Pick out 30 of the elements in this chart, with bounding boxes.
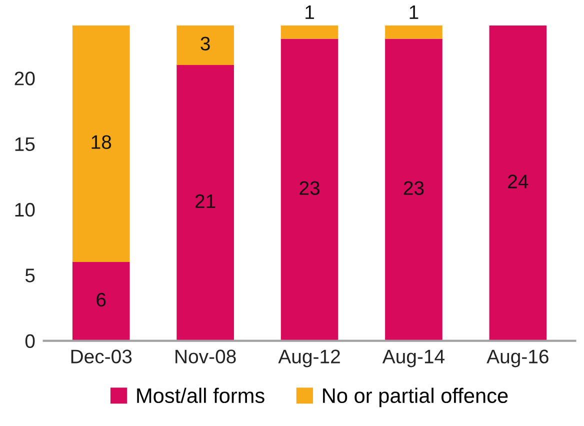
data-label: 23 [404,181,424,195]
data-label: 23 [300,181,320,195]
x-tick-label: Dec-03 [71,350,132,364]
bar [176,64,234,341]
legend-label: Most/all forms [137,388,264,404]
legend-label: No or partial offence [323,388,508,408]
x-tick-label: Aug-12 [278,350,340,368]
data-label: 1 [410,6,418,19]
bar [72,26,130,262]
data-label: 21 [195,194,216,208]
y-tick-label: 20 [14,72,35,86]
data-label: 1 [306,6,314,19]
data-label: 6 [96,292,106,307]
bar [385,38,442,341]
x-tick-label: Aug-14 [382,350,445,368]
bar [72,262,130,341]
y-tick-label: 10 [15,202,35,217]
y-tick-label: 0 [25,334,35,348]
y-tick-label: 15 [15,137,35,152]
bar [280,26,338,39]
data-label: 3 [200,36,210,50]
x-tick-label: Aug-16 [486,350,548,368]
bar [385,26,442,39]
bar [280,38,338,341]
data-label: 18 [92,135,112,149]
y-tick-label: 5 [25,268,35,282]
bar [176,26,234,65]
x-tick-label: Nov-08 [176,350,236,364]
bar [489,26,547,341]
data-label: 24 [508,174,528,188]
